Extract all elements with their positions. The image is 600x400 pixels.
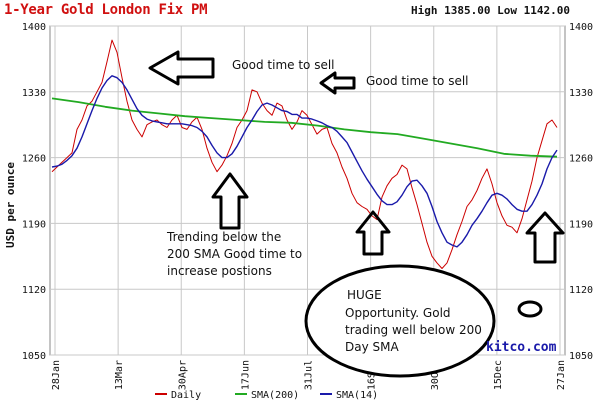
annotation-opportunity-line-2: trading well below 200	[345, 323, 482, 337]
y-tick-label-left: 1050	[22, 351, 46, 362]
y-tick-label-left: 1120	[22, 285, 46, 296]
up-arrow-september	[355, 210, 391, 256]
annotation-opportunity: Opportunity. Gold trading well below 200…	[345, 305, 482, 356]
x-tick-label: 15Dec	[493, 360, 504, 390]
watermark: kitco.com	[486, 340, 557, 355]
left-arrow-sell-1	[148, 50, 215, 86]
opportunity-ellipse	[304, 264, 496, 378]
annotation-sell-2: Good time to sell	[366, 74, 469, 88]
left-arrow-sell-2	[319, 71, 356, 95]
annotation-opportunity-line-1: Opportunity. Gold	[345, 306, 451, 320]
y-tick-label-right: 1400	[569, 22, 593, 33]
chart-title: 1-Year Gold London Fix PM	[4, 2, 208, 18]
x-tick-label: 30Apr	[177, 360, 188, 390]
y-tick-label-left: 1260	[22, 154, 46, 165]
y-tick-label-left: 1330	[22, 88, 46, 99]
x-tick-label: 27Jan	[556, 360, 567, 390]
annotation-trending: Trending below the 200 SMA Good time to …	[167, 229, 302, 280]
x-tick-label: 17Jun	[240, 360, 251, 390]
series-line-sma200	[51, 97, 558, 158]
legend-entry: SMA(14)	[336, 390, 378, 400]
annotation-huge: HUGE	[347, 288, 382, 302]
annotation-opportunity-line-3: Day SMA	[345, 340, 399, 354]
annotation-trending-line-3: increase postions	[167, 264, 272, 278]
small-ellipse	[517, 300, 543, 318]
series-line-daily	[51, 39, 558, 269]
high-low-readout: High 1385.00 Low 1142.00	[411, 4, 570, 17]
y-tick-label-left: 1400	[22, 22, 46, 33]
x-tick-label: 31Jul	[304, 360, 315, 390]
y-tick-label-right: 1330	[569, 88, 593, 99]
legend-entry: Daily	[171, 390, 201, 400]
y-tick-label-left: 1190	[22, 219, 46, 230]
annotation-trending-line-2: 200 SMA Good time to	[167, 247, 303, 261]
y-axis-label: USD per ounce	[4, 162, 17, 248]
up-arrow-trending	[211, 172, 249, 230]
legend-entry: SMA(200)	[251, 390, 299, 400]
y-tick-label-right: 1260	[569, 154, 593, 165]
x-tick-label: 13Mar	[114, 360, 125, 390]
series-line-sma14	[51, 75, 558, 248]
y-tick-label-right: 1190	[569, 219, 593, 230]
x-tick-label: 28Jan	[51, 360, 62, 390]
y-tick-label-right: 1120	[569, 285, 593, 296]
annotation-trending-line-1: Trending below the	[167, 230, 282, 244]
x-tick-label: 30Oct	[430, 360, 441, 390]
up-arrow-january	[525, 211, 565, 264]
y-tick-label-right: 1050	[569, 351, 593, 362]
annotation-sell-1: Good time to sell	[232, 58, 335, 72]
